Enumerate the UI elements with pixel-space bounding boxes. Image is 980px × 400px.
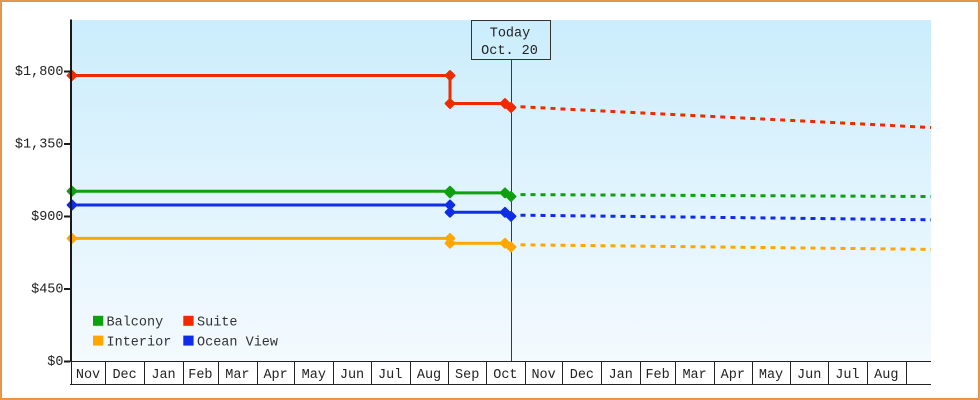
svg-text:Jul: Jul [835,368,859,383]
svg-text:Aug: Aug [874,368,898,383]
svg-text:$900: $900 [31,210,63,225]
svg-text:Oct. 20: Oct. 20 [481,44,538,59]
svg-text:May: May [302,368,326,383]
svg-text:$1,350: $1,350 [15,138,64,153]
svg-text:$450: $450 [31,283,63,298]
svg-text:Oct: Oct [493,368,517,383]
svg-text:Interior: Interior [107,336,172,351]
svg-text:Apr: Apr [721,368,745,383]
svg-text:Jun: Jun [797,368,821,383]
svg-text:Dec: Dec [112,368,136,383]
svg-text:$1,800: $1,800 [15,65,64,80]
svg-text:Jul: Jul [378,368,402,383]
svg-text:Aug: Aug [417,368,441,383]
svg-text:Today: Today [490,27,531,42]
svg-text:Dec: Dec [570,368,594,383]
svg-text:Feb: Feb [645,368,669,383]
svg-text:Jan: Jan [151,368,175,383]
svg-text:May: May [759,368,783,383]
svg-text:Suite: Suite [197,316,238,331]
svg-text:Feb: Feb [188,368,212,383]
svg-text:Jan: Jan [609,368,633,383]
svg-text:Balcony: Balcony [107,316,164,331]
svg-text:Nov: Nov [531,368,555,383]
svg-text:$0: $0 [47,355,63,370]
svg-text:Jun: Jun [340,368,364,383]
svg-text:Sep: Sep [455,368,479,383]
svg-text:Mar: Mar [225,368,249,383]
svg-text:Mar: Mar [682,368,706,383]
svg-text:Nov: Nov [76,368,100,383]
svg-text:Apr: Apr [263,368,287,383]
svg-text:Ocean View: Ocean View [197,336,278,351]
